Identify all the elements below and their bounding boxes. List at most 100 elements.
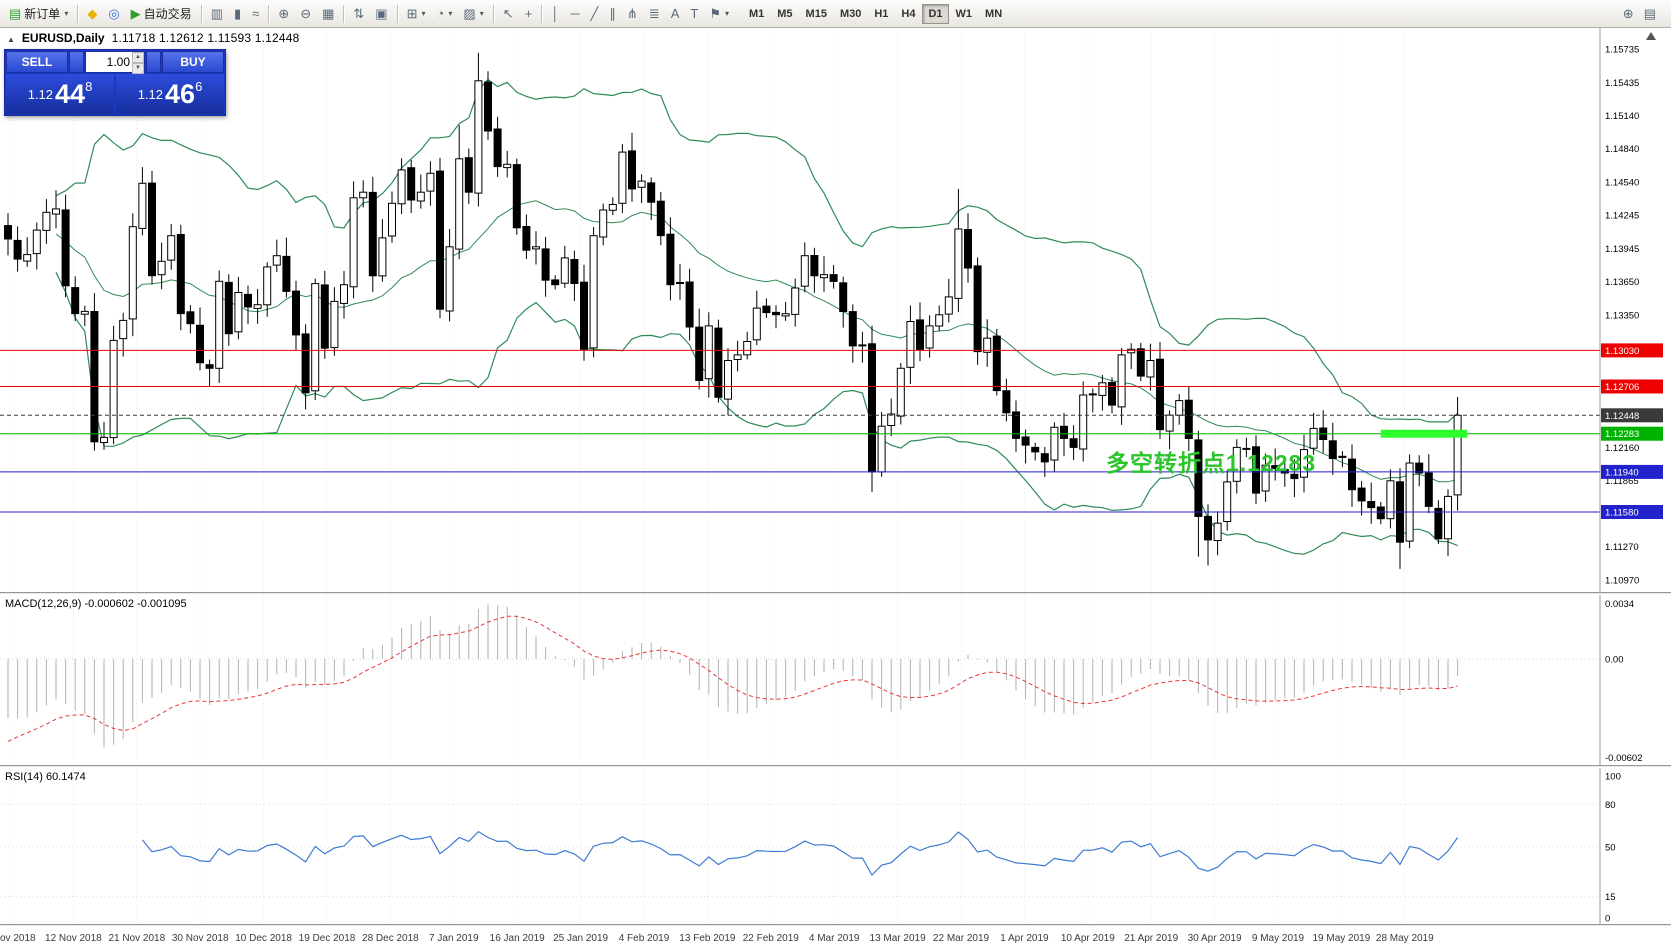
bearish-candle [61, 209, 70, 287]
vertical-line-button[interactable]: │ [546, 3, 564, 25]
timeframe-m1-button[interactable]: M1 [743, 4, 770, 24]
volume-spin-up-icon[interactable]: ▲ [132, 52, 144, 63]
bearish-candle [992, 335, 1001, 392]
bullish-candle [1232, 446, 1241, 482]
arrange-windows-button[interactable]: ⇅ [348, 3, 369, 25]
zoom-in-button[interactable]: ⊕ [273, 3, 294, 25]
bullish-candle [349, 197, 358, 288]
rsi-indicator-canvas[interactable]: 100 80 50 15 0 [0, 768, 1671, 924]
bullish-candle [781, 313, 790, 317]
chart-annotation-text[interactable]: 多空转折点1.12283 [1106, 450, 1317, 476]
horizontal-line-button[interactable]: ─ [565, 3, 584, 25]
indicators-icon: ⊞ [406, 6, 418, 21]
trendline-button[interactable]: ╱ [586, 3, 604, 25]
zoom-in-right-icon: ⊕ [1622, 6, 1634, 21]
timeframe-w1-button[interactable]: W1 [950, 4, 979, 24]
price-chart-canvas[interactable]: 1.15735 1.15435 1.15140 1.14840 1.14540 1.142… [0, 28, 1671, 592]
bearish-candle [964, 229, 972, 269]
bullish-candle [676, 282, 684, 284]
cascade-windows-button[interactable]: ▣ [370, 3, 392, 25]
bullish-candle [119, 319, 128, 340]
periods-button[interactable]: ◔ ▾ [432, 3, 458, 25]
fibonacci-retracement-button[interactable]: ≣ [644, 3, 665, 25]
text-icon: A [670, 6, 680, 21]
macd-indicator-canvas[interactable]: 0.0034 0.00 -0.00602 [0, 595, 1671, 765]
zoom-out-button[interactable]: ⊖ [295, 3, 316, 25]
candlestick-chart-button[interactable]: ▮ [229, 3, 246, 25]
terminal-button[interactable]: ◎ [103, 3, 124, 25]
time-axis[interactable]: 1 Nov 2018 12 Nov 2018 21 Nov 2018 30 Nov 2… [0, 927, 1671, 952]
metaeditor-button[interactable]: ◆ [82, 3, 102, 25]
buy-button[interactable]: BUY [162, 51, 224, 73]
arrows-button[interactable]: ⚑ ▾ [704, 3, 734, 25]
timeframe-m30-button[interactable]: M30 [834, 4, 867, 24]
thick-level-segment[interactable] [1380, 429, 1468, 438]
bearish-candle [829, 274, 838, 282]
terminal-icon: ◎ [108, 6, 120, 21]
volume-spinner[interactable]: ▲ ▼ [132, 52, 144, 74]
equidistant-channel-button[interactable]: ∥ [604, 3, 621, 25]
line-chart-button[interactable]: ≈ [247, 3, 264, 25]
buy-price-display[interactable]: 1.12 46 6 [116, 74, 224, 114]
time-axis-label: 22 Mar 2019 [932, 933, 990, 944]
cursor-button[interactable]: ↖ [498, 3, 519, 25]
time-axis-label: 7 Jan 2019 [429, 933, 479, 944]
bearish-candle [301, 333, 310, 394]
text-button[interactable]: A [666, 3, 685, 25]
bearish-candle [1357, 487, 1366, 502]
indicators-button[interactable]: ⊞ ▾ [402, 3, 431, 25]
bearish-candle [292, 290, 300, 336]
price-scale-label: 1.14540 [1605, 178, 1639, 189]
sell-options-dropdown[interactable] [69, 51, 84, 73]
panel-splitter[interactable] [0, 765, 1671, 768]
volume-input[interactable]: 1.00 ▲ ▼ [85, 51, 145, 74]
indicator-line [141, 830, 1459, 876]
bullish-candle [167, 235, 176, 261]
tile-windows-button[interactable]: ▦ [317, 3, 339, 25]
bearish-candle [90, 311, 99, 443]
bearish-candle [1376, 506, 1385, 520]
bearish-candle [1184, 399, 1193, 440]
bullish-candle [800, 255, 809, 287]
bullish-candle [1117, 354, 1126, 408]
timeframe-m5-button[interactable]: M5 [771, 4, 798, 24]
new-order-button[interactable]: ▤ 新订单 ▾ [4, 3, 73, 25]
price-scale-label: 1.13650 [1605, 277, 1639, 288]
templates-button[interactable]: ▨ ▾ [458, 3, 488, 25]
bullish-candle [416, 191, 425, 202]
andrews-pitchfork-button[interactable]: ⋔ [622, 3, 643, 25]
arrows-dropdown-icon: ▾ [724, 9, 729, 18]
timeframe-h1-button[interactable]: H1 [868, 4, 894, 24]
indicator-line [55, 78, 1459, 423]
volume-spin-down-icon[interactable]: ▼ [132, 63, 144, 74]
bullish-candle [599, 209, 608, 238]
text-label-button[interactable]: T [685, 3, 703, 25]
zoom-in-right-button[interactable]: ⊕ [1618, 3, 1639, 25]
bearish-candle [1002, 390, 1011, 414]
timeframe-group: M1 M5 M15 M30 H1 H4 D1 W1 MN [743, 3, 1008, 24]
crosshair-button[interactable]: + [520, 3, 538, 25]
buy-price-pip: 6 [195, 79, 203, 94]
price-level-tag-label: 1.12706 [1605, 382, 1639, 393]
bullish-candle [887, 413, 896, 426]
bearish-candle [186, 311, 195, 325]
bearish-candle [762, 305, 771, 314]
sell-price-display[interactable]: 1.12 44 8 [6, 74, 114, 114]
autotrading-button[interactable]: ▶ 自动交易 [126, 3, 197, 25]
panel-splitter[interactable] [0, 592, 1671, 595]
bullish-candle [820, 274, 828, 279]
data-window-button[interactable]: ▤ [1639, 3, 1661, 25]
bullish-candle [532, 246, 540, 250]
macd-indicator-label: MACD(12,26,9) -0.000602 -0.001095 [5, 598, 187, 610]
buy-options-dropdown[interactable] [146, 51, 161, 73]
bearish-candle [1040, 453, 1049, 463]
timeframe-d1-button[interactable]: D1 [922, 3, 949, 24]
bar-chart-button[interactable]: ▥ [206, 3, 228, 25]
timeframe-mn-button[interactable]: MN [979, 4, 1008, 24]
sell-button[interactable]: SELL [6, 51, 68, 73]
equidistant-channel-icon: ∥ [609, 6, 616, 21]
timeframe-h4-button[interactable]: H4 [895, 4, 921, 24]
rsi-scale-label: 15 [1605, 892, 1616, 903]
timeframe-m15-button[interactable]: M15 [800, 4, 833, 24]
scroll-up-icon[interactable] [1646, 32, 1656, 40]
